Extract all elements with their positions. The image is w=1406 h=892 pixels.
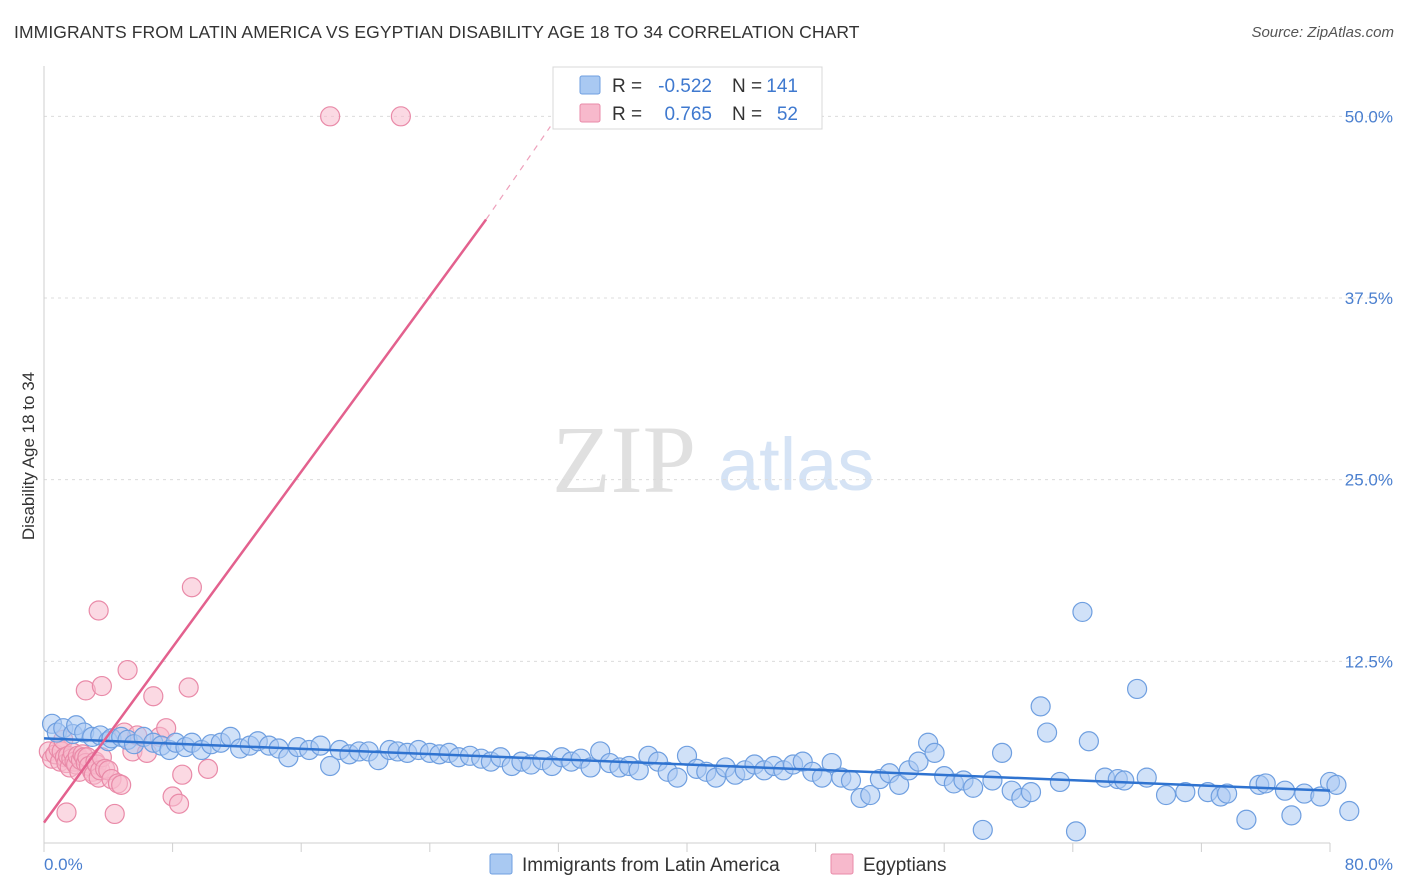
point-egyptians-34 (111, 774, 132, 795)
point-latin-america-91 (889, 774, 910, 795)
point-latin-america-111 (1078, 731, 1099, 752)
watermark-atlas: atlas (718, 423, 874, 506)
source-label: Source: ZipAtlas.com (1251, 24, 1394, 41)
point-latin-america-124 (1255, 773, 1276, 794)
point-latin-america-99 (963, 777, 984, 798)
y-tick-label-3: 50.0% (1345, 107, 1393, 126)
gridlines (44, 115, 1390, 662)
legend-r-label-2: R = (612, 104, 642, 125)
legend-swatch-blue (579, 75, 601, 95)
axes (43, 66, 1331, 852)
point-latin-america-86 (840, 770, 862, 791)
point-latin-america-109 (1065, 821, 1087, 842)
point-latin-america-115 (1126, 678, 1148, 700)
series-egyptians-points (38, 106, 411, 825)
legend-r-value-1: -0.522 (658, 76, 712, 97)
y-tick-label-1: 25.0% (1345, 471, 1393, 490)
legend-n-value-1: 141 (766, 76, 798, 97)
y-axis-label: Disability Age 18 to 34 (19, 372, 38, 540)
point-latin-america-114 (1114, 770, 1135, 791)
watermark: ZIP atlas (552, 406, 874, 513)
point-latin-america-68 (667, 767, 688, 788)
point-latin-america-131 (1339, 800, 1360, 822)
trend-lines (42, 126, 1331, 824)
chart-title: IMMIGRANTS FROM LATIN AMERICA VS EGYPTIA… (14, 22, 860, 42)
y-tick-label-2: 37.5% (1345, 289, 1393, 308)
point-egyptians-52 (56, 802, 77, 823)
point-latin-america-110 (1072, 601, 1093, 623)
x-tick-labels: 0.0% 80.0% (44, 855, 1393, 874)
trend-line-egyptians (42, 218, 488, 824)
point-latin-america-128 (1310, 786, 1331, 807)
point-latin-america-121 (1217, 783, 1238, 804)
point-egyptians-47 (181, 577, 202, 598)
bottom-legend-swatch-blue (489, 853, 513, 875)
point-egyptians-55 (104, 803, 125, 825)
point-latin-america-64 (628, 760, 649, 781)
series-legend: Immigrants from Latin America Egyptians (489, 853, 946, 876)
legend-n-label-2: N = (732, 104, 762, 125)
point-egyptians-50 (390, 106, 411, 127)
point-latin-america-95 (924, 742, 945, 763)
point-latin-america-101 (982, 770, 1003, 791)
point-egyptians-44 (168, 793, 190, 814)
y-tick-label-0: 12.5% (1345, 652, 1393, 671)
point-egyptians-49 (320, 106, 341, 127)
point-egyptians-40 (143, 686, 164, 707)
point-latin-america-105 (1020, 782, 1042, 803)
x-tick-label-min: 0.0% (44, 855, 83, 874)
point-egyptians-54 (91, 675, 112, 697)
legend-n-label-1: N = (732, 76, 762, 97)
point-egyptians-51 (88, 600, 109, 621)
point-latin-america-88 (860, 784, 881, 806)
point-latin-america-122 (1236, 809, 1257, 830)
point-latin-america-125 (1274, 780, 1296, 801)
watermark-zip: ZIP (552, 406, 696, 513)
point-latin-america-32 (310, 735, 331, 756)
bottom-legend-label-egyptians: Egyptians (863, 855, 946, 876)
trend-line-latin-america (43, 737, 1331, 792)
point-latin-america-126 (1281, 805, 1302, 826)
point-latin-america-100 (972, 819, 993, 841)
point-latin-america-107 (1036, 722, 1058, 743)
x-tick-label-max: 80.0% (1345, 855, 1393, 874)
legend-r-value-2: 0.765 (664, 104, 712, 125)
bottom-legend-swatch-pink (830, 853, 854, 875)
point-latin-america-59 (580, 757, 601, 778)
point-latin-america-117 (1155, 784, 1177, 806)
series-latin-america-points (41, 601, 1360, 842)
point-latin-america-106 (1030, 696, 1051, 717)
point-latin-america-93 (908, 751, 929, 772)
legend-swatch-pink (579, 103, 601, 123)
point-latin-america-130 (1326, 774, 1347, 795)
point-egyptians-36 (117, 659, 138, 681)
point-latin-america-118 (1175, 782, 1196, 803)
point-latin-america-33 (320, 755, 341, 777)
bottom-legend-label-latin-america: Immigrants from Latin America (522, 855, 780, 876)
legend-r-label-1: R = (612, 76, 642, 97)
point-egyptians-46 (178, 677, 199, 698)
trend-line-egyptians-extension (485, 126, 551, 220)
point-egyptians-48 (197, 758, 219, 779)
point-latin-america-84 (821, 752, 842, 774)
point-egyptians-45 (172, 764, 193, 785)
correlation-legend: R = -0.522 N = 141 R = 0.765 N = 52 (552, 66, 823, 130)
point-latin-america-108 (1049, 771, 1071, 793)
point-latin-america-102 (991, 742, 1013, 763)
legend-n-value-2: 52 (777, 104, 798, 125)
y-tick-labels: 12.5% 25.0% 37.5% 50.0% (1345, 107, 1393, 671)
